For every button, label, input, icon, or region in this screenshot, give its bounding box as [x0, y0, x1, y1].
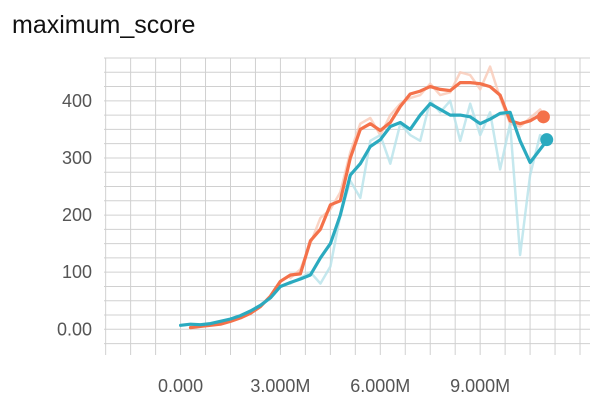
- teal-raw-series-line: [289, 99, 548, 285]
- y-tick-label: 400: [62, 91, 92, 111]
- x-tick-label: 9.000M: [450, 376, 510, 396]
- y-tick-label: 300: [62, 148, 92, 168]
- raw-series-layer: [289, 65, 548, 285]
- x-tick-label: 3.000M: [250, 376, 310, 396]
- orange-end-marker: [536, 110, 550, 124]
- end-markers-layer: [536, 110, 554, 147]
- orange-smoothed-series-line: [188, 81, 549, 330]
- smoothed-series-layer: [179, 81, 549, 330]
- x-tick-label: 0.000: [158, 376, 203, 396]
- teal-end-marker: [540, 133, 554, 147]
- teal-smoothed-series-line: [179, 102, 549, 327]
- axis-labels: 0.00 100 200 300 400 0.000 3.000M 6.000M 9.000M: [57, 91, 510, 396]
- chart-title: maximum_score: [12, 11, 196, 39]
- y-tick-label: 200: [62, 205, 92, 225]
- y-tick-label: 100: [62, 262, 92, 282]
- y-tick-label: 0.00: [57, 319, 92, 339]
- x-tick-label: 6.000M: [350, 376, 410, 396]
